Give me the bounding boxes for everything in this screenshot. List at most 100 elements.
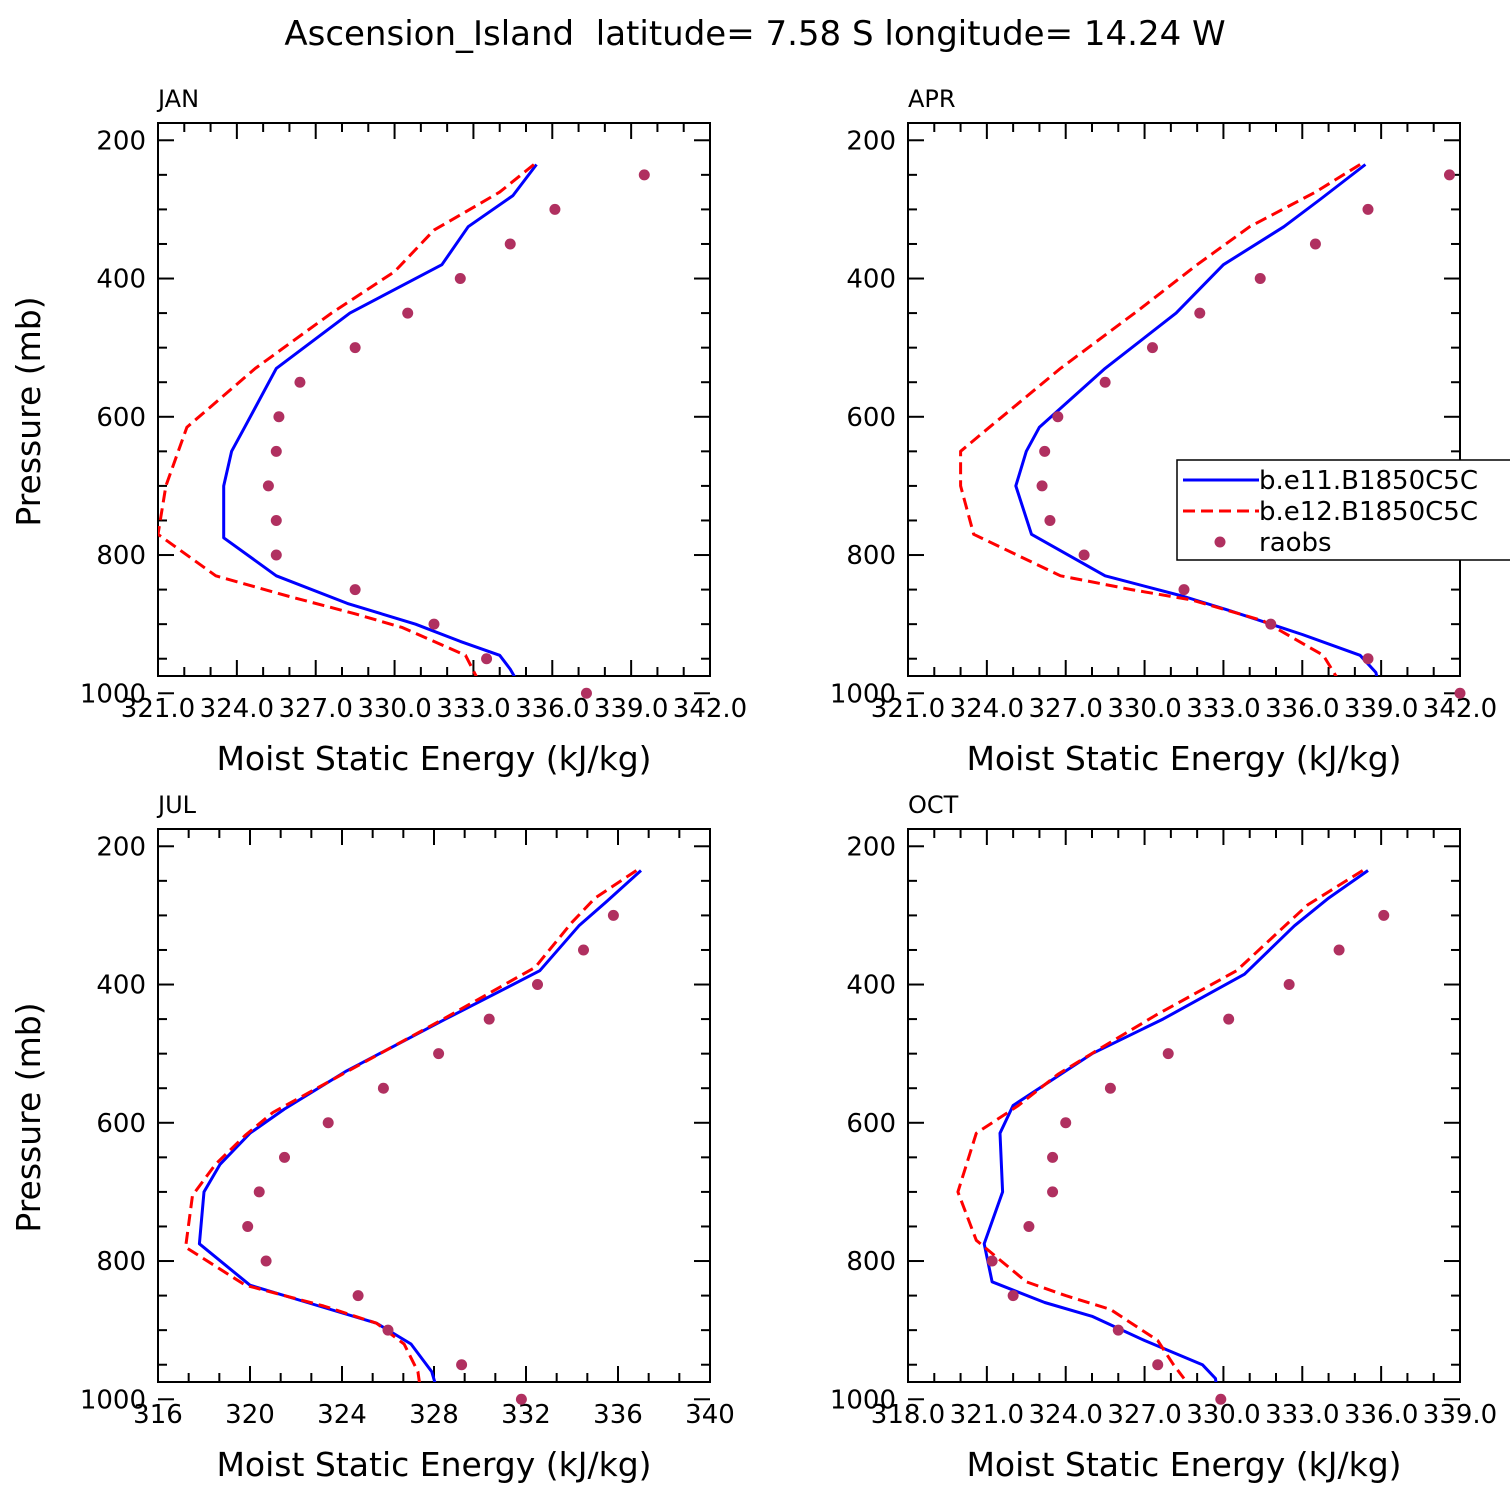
raobs-point bbox=[1178, 584, 1190, 596]
raobs-point bbox=[1047, 1186, 1059, 1198]
raobs-point bbox=[1454, 687, 1466, 699]
x-tick-label: 324.0 bbox=[1028, 1400, 1102, 1430]
raobs-point bbox=[1265, 618, 1277, 630]
raobs-point bbox=[402, 307, 414, 319]
y-tick-label: 800 bbox=[96, 541, 146, 571]
raobs-point bbox=[1146, 342, 1158, 354]
x-tick-label: 324.0 bbox=[950, 694, 1024, 724]
y-tick-label: 200 bbox=[96, 126, 146, 156]
raobs-point bbox=[428, 618, 440, 630]
x-tick-label: 328 bbox=[409, 1400, 459, 1430]
raobs-point bbox=[1036, 480, 1048, 492]
x-tick-label: 324 bbox=[317, 1400, 367, 1430]
x-tick-label: 340 bbox=[685, 1400, 735, 1430]
x-tick-label: 327.0 bbox=[278, 694, 352, 724]
raobs-point bbox=[1362, 653, 1374, 665]
y-tick-label: 600 bbox=[96, 1109, 146, 1139]
legend-box bbox=[1176, 459, 1510, 561]
x-tick-label: 318.0 bbox=[871, 1400, 945, 1430]
y-tick-label: 200 bbox=[96, 832, 146, 862]
y-axis-label: Pressure (mb) bbox=[9, 296, 48, 526]
raobs-point bbox=[532, 979, 543, 991]
raobs-point bbox=[580, 687, 592, 699]
y-tick-label: 400 bbox=[96, 265, 146, 295]
raobs-point bbox=[578, 944, 589, 956]
raobs-point bbox=[1223, 1013, 1235, 1025]
raobs-point bbox=[1052, 411, 1064, 423]
raobs-point bbox=[279, 1151, 290, 1163]
raobs-point bbox=[1152, 1359, 1164, 1371]
x-tick-label: 333.0 bbox=[1186, 694, 1260, 724]
y-tick-label: 600 bbox=[846, 403, 896, 433]
raobs-point bbox=[260, 1255, 272, 1267]
legend-label: b.e11.B1850C5C bbox=[1259, 466, 1478, 496]
raobs-point bbox=[270, 514, 282, 526]
y-tick-label: 1000 bbox=[830, 1385, 896, 1415]
x-tick-label: 342.0 bbox=[673, 694, 747, 724]
plot-frame bbox=[157, 828, 711, 1383]
raobs-point bbox=[294, 376, 306, 388]
x-tick-label: 330.0 bbox=[1186, 1400, 1260, 1430]
x-tick-label: 339.0 bbox=[594, 694, 668, 724]
series-line-e11 bbox=[982, 869, 1369, 1382]
x-tick-label: 336 bbox=[593, 1400, 643, 1430]
x-axis-label: Moist Static Energy (kJ/kg) bbox=[216, 739, 651, 778]
figure-title: Ascension_Island latitude= 7.58 S longit… bbox=[284, 14, 1225, 54]
y-tick-label: 200 bbox=[846, 126, 896, 156]
y-tick-label: 400 bbox=[846, 265, 896, 295]
y-tick-label: 1000 bbox=[830, 679, 896, 709]
x-tick-label: 336.0 bbox=[1344, 1400, 1418, 1430]
raobs-point bbox=[504, 238, 516, 250]
x-tick-label: 332 bbox=[501, 1400, 551, 1430]
y-tick-label: 600 bbox=[96, 403, 146, 433]
panel-label: JAN bbox=[156, 85, 199, 113]
x-tick-label: 336.0 bbox=[1265, 694, 1339, 724]
raobs-point bbox=[607, 909, 619, 921]
y-tick-label: 800 bbox=[846, 1247, 896, 1277]
series-group bbox=[158, 163, 538, 676]
plot-frame bbox=[907, 122, 1461, 677]
raobs-point bbox=[1078, 549, 1090, 561]
raobs-point bbox=[1254, 273, 1266, 285]
raobs-point bbox=[483, 1013, 495, 1025]
raobs-point bbox=[1309, 238, 1321, 250]
raobs-point bbox=[349, 342, 361, 354]
x-tick-label: 320 bbox=[225, 1400, 275, 1430]
raobs-point bbox=[1378, 909, 1390, 921]
series-line-e12 bbox=[158, 163, 535, 676]
series-group bbox=[959, 163, 1379, 676]
x-tick-label: 321.0 bbox=[871, 694, 945, 724]
x-tick-label: 336.0 bbox=[515, 694, 589, 724]
y-tick-label: 400 bbox=[96, 971, 146, 1001]
raobs-point bbox=[454, 273, 466, 285]
x-axis-label: Moist Static Energy (kJ/kg) bbox=[966, 1445, 1401, 1484]
y-tick-label: 1000 bbox=[80, 679, 146, 709]
y-tick-label: 800 bbox=[96, 1247, 146, 1277]
raobs-point bbox=[1443, 169, 1455, 181]
series-line-e12 bbox=[959, 163, 1361, 676]
raobs-point bbox=[377, 1082, 389, 1094]
x-tick-label: 330.0 bbox=[1107, 694, 1181, 724]
raobs-point bbox=[322, 1117, 334, 1129]
plot-frame bbox=[157, 122, 711, 677]
x-tick-label: 342.0 bbox=[1423, 694, 1497, 724]
series-group bbox=[184, 869, 643, 1382]
series-line-e12 bbox=[184, 869, 638, 1382]
raobs-point bbox=[1060, 1117, 1072, 1129]
plot-frame bbox=[907, 828, 1461, 1383]
x-tick-label: 327.0 bbox=[1107, 1400, 1181, 1430]
raobs-point bbox=[456, 1359, 468, 1371]
y-tick-label: 1000 bbox=[80, 1385, 146, 1415]
x-tick-label: 330.0 bbox=[357, 694, 431, 724]
series-line-e11 bbox=[222, 163, 538, 676]
raobs-point bbox=[1099, 376, 1111, 388]
raobs-point bbox=[515, 1393, 527, 1405]
raobs-point bbox=[1162, 1048, 1174, 1060]
series-line-e12 bbox=[956, 869, 1364, 1380]
y-tick-label: 200 bbox=[846, 832, 896, 862]
x-tick-label: 333.0 bbox=[436, 694, 510, 724]
raobs-point bbox=[270, 445, 282, 457]
